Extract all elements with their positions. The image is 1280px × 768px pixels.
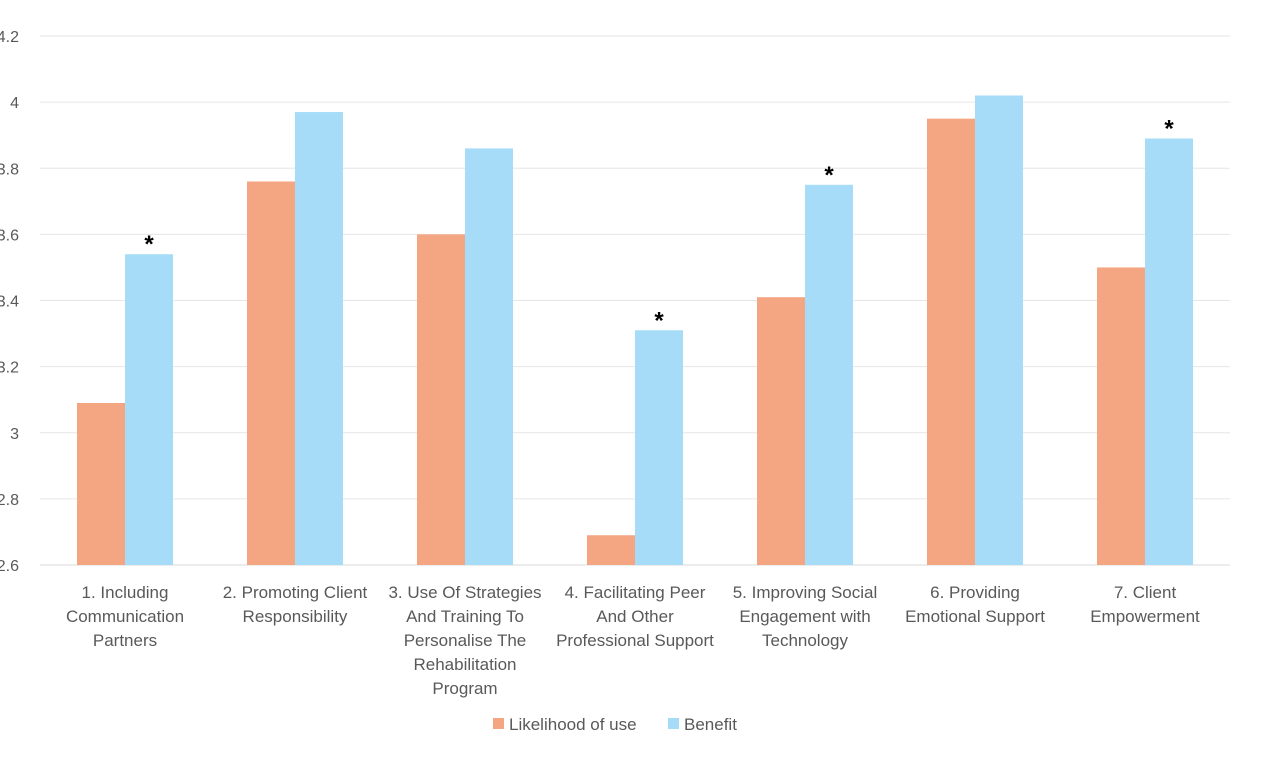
legend: Likelihood of use Benefit <box>493 715 737 734</box>
legend-label-benefit: Benefit <box>684 715 737 734</box>
x-category-label: 3. Use Of Strategies And Training To Perso… <box>388 583 541 698</box>
y-tick-label: 4.2 <box>0 29 19 46</box>
bar-likelihood-of-use <box>757 297 805 565</box>
bar-likelihood-of-use <box>77 402 125 565</box>
x-category-label: 5. Improving Social Engagement with Techno… <box>733 583 878 650</box>
bar-benefit <box>975 95 1023 565</box>
y-tick-label: 2.6 <box>0 558 19 575</box>
y-axis-tick-labels: 2.6 2.8 3 3.2 3.4 3.6 3.8 4 4.2 <box>0 29 19 575</box>
y-tick-label: 3 <box>10 426 19 443</box>
bars <box>77 95 1193 565</box>
x-category-label: 6. Providing Emotional Support <box>905 583 1045 626</box>
x-category-label: 1. Including Communication Partners <box>66 583 184 650</box>
significance-asterisk: * <box>654 307 664 334</box>
bar-benefit <box>1145 138 1193 565</box>
y-tick-label: 3.6 <box>0 227 19 244</box>
legend-swatch-likelihood-of-use <box>493 718 504 729</box>
gridlines <box>40 35 1230 566</box>
significance-asterisk: * <box>1164 115 1174 142</box>
legend-label-likelihood-of-use: Likelihood of use <box>509 715 637 734</box>
y-tick-label: 2.8 <box>0 492 19 509</box>
x-axis-category-labels: 1. Including Communication Partners 2. Prom… <box>66 583 1200 698</box>
bar-benefit <box>465 148 513 565</box>
significance-markers: * * * * <box>144 115 1174 334</box>
legend-swatch-benefit <box>668 718 679 729</box>
significance-asterisk: * <box>144 231 154 258</box>
bar-likelihood-of-use <box>927 118 975 565</box>
y-tick-label: 4 <box>10 95 19 112</box>
bar-benefit <box>805 184 853 565</box>
x-category-label: 2. Promoting Client Responsibility <box>223 583 368 626</box>
significance-asterisk: * <box>824 162 834 189</box>
bar-likelihood-of-use <box>587 535 635 565</box>
bar-benefit <box>295 112 343 565</box>
bar-likelihood-of-use <box>1097 267 1145 565</box>
bar-benefit <box>635 330 683 565</box>
y-tick-label: 3.2 <box>0 360 19 377</box>
x-category-label: 4. Facilitating Peer And Other Professiona… <box>556 583 714 650</box>
x-category-label: 7. Client Empowerment <box>1090 583 1200 626</box>
bar-likelihood-of-use <box>417 234 465 565</box>
y-tick-label: 3.8 <box>0 161 19 178</box>
bar-benefit <box>125 254 173 565</box>
y-tick-label: 3.4 <box>0 294 19 311</box>
bar-likelihood-of-use <box>247 181 295 565</box>
